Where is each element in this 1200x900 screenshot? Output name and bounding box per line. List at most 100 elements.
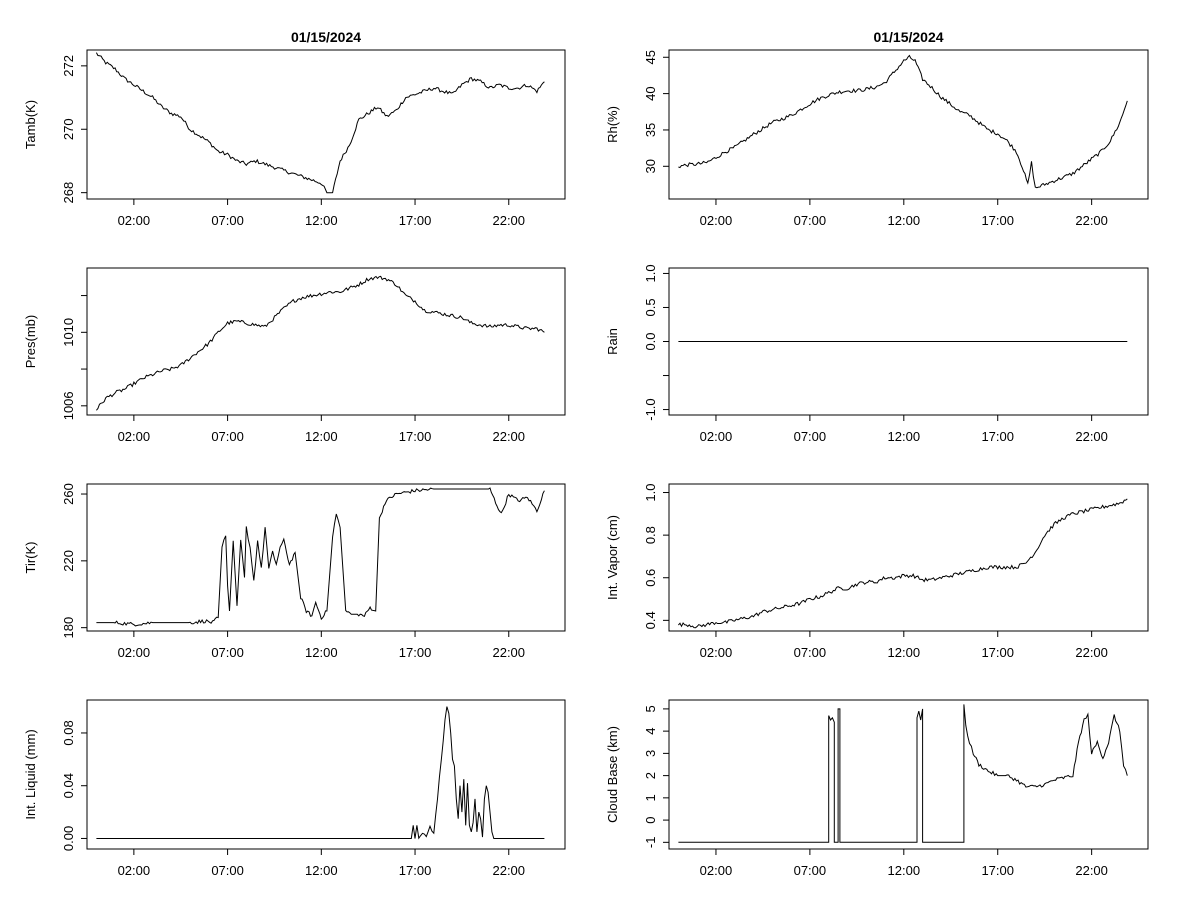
x-tick-label: 12:00 xyxy=(305,863,338,878)
series-line xyxy=(678,54,1128,189)
series-line xyxy=(96,706,545,840)
y-tick-label: 0.0 xyxy=(643,332,658,350)
y-axis-title: Int. Liquid (mm) xyxy=(23,729,38,819)
y-tick-label: 0.4 xyxy=(643,611,658,629)
x-tick-label: 22:00 xyxy=(492,429,525,444)
y-axis-title: Tamb(K) xyxy=(23,100,38,149)
y-tick-label: 0.8 xyxy=(643,526,658,544)
y-tick-label: 30 xyxy=(643,159,658,173)
y-tick-label: 220 xyxy=(61,550,76,572)
y-axis-title: Int. Vapor (cm) xyxy=(605,515,620,600)
plot-title: 01/15/2024 xyxy=(873,29,943,45)
y-axis-title: Cloud Base (km) xyxy=(605,726,620,823)
plot-frame xyxy=(668,49,1149,200)
x-tick-label: 17:00 xyxy=(399,429,432,444)
x-tick-label: 17:00 xyxy=(981,863,1014,878)
panel-6: 02:00 07:00 12:00 17:00 22:00 0.4 0.6 0.8 1.0 Int… xyxy=(605,483,1149,660)
panel-7: 02:00 07:00 12:00 17:00 22:00 0.00 0.04 0.08 Int… xyxy=(23,699,566,878)
y-tick-label: 0.04 xyxy=(61,773,76,798)
y-tick-label: 1006 xyxy=(61,391,76,420)
x-tick-label: 12:00 xyxy=(888,645,921,660)
panel-1: 01/15/2024 02:00 07:00 12:00 17:00 22:00 268 27… xyxy=(23,29,566,228)
x-tick-label: 02:00 xyxy=(700,645,733,660)
x-tick-label: 02:00 xyxy=(118,645,151,660)
y-tick-label: 0 xyxy=(643,816,658,823)
series-line xyxy=(96,275,545,411)
x-tick-label: 07:00 xyxy=(211,429,244,444)
y-tick-label: 35 xyxy=(643,123,658,137)
x-tick-label: 22:00 xyxy=(492,213,525,228)
y-axis-title: Tir(K) xyxy=(23,541,38,573)
panel-5: 02:00 07:00 12:00 17:00 22:00 180 220 260 Tir(K) xyxy=(23,483,566,660)
plot-frame xyxy=(86,49,566,200)
y-tick-label: 0.5 xyxy=(643,298,658,316)
y-tick-label: 272 xyxy=(61,55,76,77)
x-tick-label: 02:00 xyxy=(118,863,151,878)
plot-frame xyxy=(668,483,1149,632)
x-tick-label: 22:00 xyxy=(1075,863,1108,878)
x-tick-label: 07:00 xyxy=(794,213,827,228)
x-tick-label: 12:00 xyxy=(888,429,921,444)
y-tick-label: -1.0 xyxy=(643,398,658,420)
y-tick-label: 1 xyxy=(643,794,658,801)
x-tick-label: 02:00 xyxy=(118,213,151,228)
x-tick-label: 22:00 xyxy=(1075,213,1108,228)
x-tick-label: 07:00 xyxy=(794,863,827,878)
y-tick-label: 5 xyxy=(643,705,658,712)
y-tick-label: 0.08 xyxy=(61,720,76,745)
x-tick-label: 12:00 xyxy=(305,213,338,228)
y-tick-label: 40 xyxy=(643,86,658,100)
plot-frame xyxy=(86,699,566,850)
y-tick-label: 180 xyxy=(61,617,76,639)
x-tick-label: 22:00 xyxy=(1075,429,1108,444)
y-tick-label: 270 xyxy=(61,118,76,140)
y-tick-label: -1 xyxy=(643,837,658,849)
series-line xyxy=(678,498,1128,629)
series-line xyxy=(96,487,545,627)
x-tick-label: 17:00 xyxy=(981,429,1014,444)
x-tick-label: 07:00 xyxy=(794,429,827,444)
x-tick-label: 02:00 xyxy=(700,213,733,228)
y-tick-label: 1010 xyxy=(61,318,76,347)
y-tick-label: 4 xyxy=(643,728,658,735)
y-tick-label: 1.0 xyxy=(643,483,658,501)
y-tick-label: 0.00 xyxy=(61,826,76,851)
x-tick-label: 12:00 xyxy=(305,645,338,660)
series-line xyxy=(95,52,545,194)
y-tick-label: 1.0 xyxy=(643,264,658,282)
plot-frame xyxy=(668,699,1149,850)
x-tick-label: 12:00 xyxy=(888,213,921,228)
x-tick-label: 07:00 xyxy=(211,213,244,228)
y-axis-title: Rain xyxy=(605,328,620,355)
y-tick-label: 45 xyxy=(643,50,658,64)
x-tick-label: 22:00 xyxy=(1075,645,1108,660)
x-tick-label: 22:00 xyxy=(492,863,525,878)
x-tick-label: 02:00 xyxy=(118,429,151,444)
x-tick-label: 17:00 xyxy=(981,645,1014,660)
x-tick-label: 02:00 xyxy=(700,863,733,878)
series-line xyxy=(678,704,1128,843)
y-tick-label: 268 xyxy=(61,182,76,204)
y-tick-label: 260 xyxy=(61,483,76,505)
panel-3: 02:00 07:00 12:00 17:00 22:00 1006 1010 Pres(mb… xyxy=(23,267,566,444)
panel-2: 01/15/2024 02:00 07:00 12:00 17:00 22:00 30 35 4… xyxy=(605,29,1149,228)
plot-frame xyxy=(86,483,566,632)
y-tick-label: 3 xyxy=(643,750,658,757)
panel-4: 02:00 07:00 12:00 17:00 22:00 -1.0 0.0 0.5 1.0 Ra… xyxy=(605,264,1149,444)
x-tick-label: 17:00 xyxy=(399,645,432,660)
y-axis-title: Pres(mb) xyxy=(23,315,38,368)
x-tick-label: 02:00 xyxy=(700,429,733,444)
x-tick-label: 17:00 xyxy=(399,213,432,228)
y-axis-title: Rh(%) xyxy=(605,106,620,143)
y-tick-label: 0.6 xyxy=(643,569,658,587)
plot-title: 01/15/2024 xyxy=(291,29,361,45)
plot-frame xyxy=(86,267,566,416)
panel-8: 02:00 07:00 12:00 17:00 22:00 -1 0 1 2 3 4 5 Cloud B… xyxy=(605,699,1149,878)
y-tick-label: 2 xyxy=(643,772,658,779)
x-tick-label: 17:00 xyxy=(981,213,1014,228)
x-tick-label: 22:00 xyxy=(492,645,525,660)
x-tick-label: 07:00 xyxy=(211,645,244,660)
x-tick-label: 07:00 xyxy=(794,645,827,660)
x-tick-label: 07:00 xyxy=(211,863,244,878)
